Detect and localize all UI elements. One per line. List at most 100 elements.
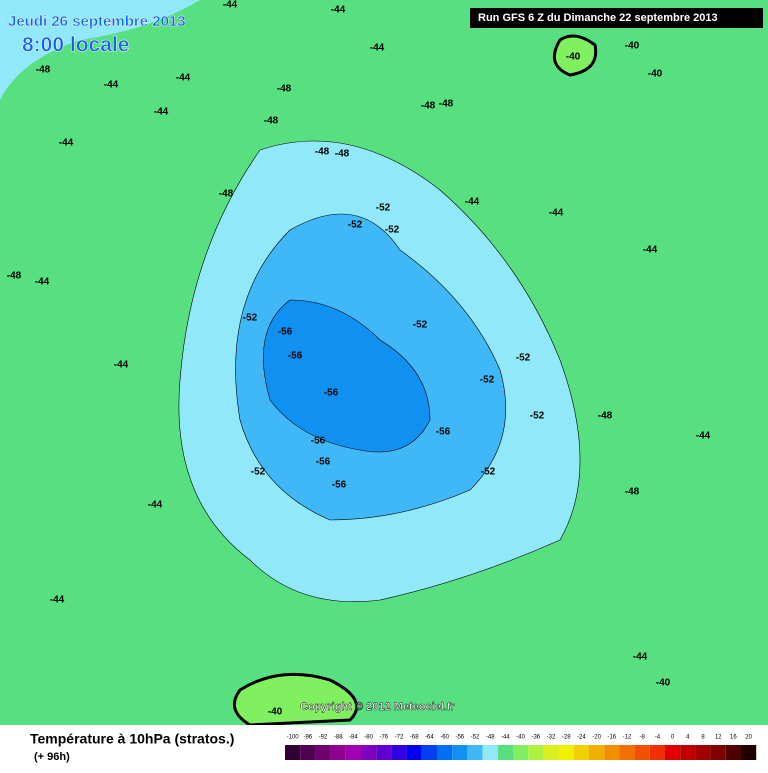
contour-label: -52 (413, 320, 428, 331)
contour-label: -48 (315, 147, 330, 158)
colorbar-label: -8 (640, 735, 646, 741)
contour-label: -44 (154, 107, 169, 118)
colorbar-swatch (604, 745, 620, 760)
colorbar-swatch (513, 745, 529, 760)
forecast-time: 8:00 locale (22, 34, 129, 57)
colorbar-swatch (452, 745, 468, 760)
contour-label: -40 (566, 52, 581, 63)
cold-region (263, 299, 431, 453)
colorbar-swatch (573, 745, 589, 760)
colorbar-label: 0 (671, 735, 675, 741)
contour-label: -52 (480, 375, 495, 386)
warm-region (232, 672, 359, 727)
colorbar-label: -76 (379, 735, 388, 741)
colorbar-swatch (376, 745, 392, 760)
contour-label: -40 (625, 41, 640, 52)
colorbar-label: -28 (562, 735, 571, 741)
colorbar-label: -24 (577, 735, 586, 741)
colorbar-swatch (315, 745, 331, 760)
colorbar-swatch (361, 745, 377, 760)
contour-label: -44 (331, 5, 346, 16)
colorbar-label: 12 (715, 735, 722, 741)
contour-label: -44 (176, 73, 191, 84)
warm-region (552, 34, 598, 77)
colorbar-swatch (391, 745, 407, 760)
colorbar-label: -48 (486, 735, 495, 741)
contour-label: -44 (643, 245, 658, 256)
colorbar-swatch (330, 745, 346, 760)
contour-label: -44 (465, 197, 480, 208)
colorbar-swatch (482, 745, 498, 760)
contour-label: -48 (625, 487, 640, 498)
contour-label: -56 (436, 427, 451, 438)
forecast-date: Jeudi 26 septembre 2013 (8, 13, 186, 30)
colorbar-label: 16 (730, 735, 737, 741)
contour-label: -56 (278, 327, 293, 338)
colorbar-swatch (285, 745, 301, 760)
colorbar-swatch (695, 745, 711, 760)
contour-label: -52 (376, 203, 391, 214)
contour-label: -56 (316, 457, 331, 468)
colorbar-swatch (528, 745, 544, 760)
contour-label: -44 (148, 500, 163, 511)
colorbar-label: 4 (686, 735, 690, 741)
colorbar-swatch (300, 745, 316, 760)
colorbar-label: -72 (395, 735, 404, 741)
contour-label: -48 (7, 271, 22, 282)
contour-label: -44 (59, 138, 74, 149)
colorbar-swatch (741, 745, 757, 760)
contour-label: -44 (633, 652, 648, 663)
contour-label: -56 (332, 480, 347, 491)
contour-label: -52 (385, 225, 400, 236)
contour-label: -52 (516, 353, 531, 364)
colorbar-swatch (725, 745, 741, 760)
colorbar-swatch (619, 745, 635, 760)
legend-title: Température à 10hPa (stratos.) (30, 731, 234, 747)
contour-label: -48 (264, 116, 279, 127)
copyright: Copyright © 2012 Meteociel.fr (300, 701, 456, 713)
contour-label: -52 (251, 467, 266, 478)
colorbar-label: -44 (501, 735, 510, 741)
cold-region (0, 0, 200, 100)
legend-subtitle: (+ 96h) (34, 751, 70, 763)
contour-label: -40 (648, 69, 663, 80)
contour-label: -40 (656, 678, 671, 689)
colorbar-swatch (649, 745, 665, 760)
colorbar-label: -52 (471, 735, 480, 741)
contour-labels: -44 -44 -44 -44 -44 -44 -44 -44 -44 -44 -44 -44 -44 -… (7, 0, 711, 718)
contour-label: -44 (370, 43, 385, 54)
contour-label: -48 (277, 84, 292, 95)
colorbar-swatch (497, 745, 513, 760)
colorbar-label: -100 (287, 735, 300, 741)
contour-label: -52 (348, 220, 363, 231)
contour-label: -56 (311, 436, 326, 447)
contour-label: -48 (598, 411, 613, 422)
colorbar-swatch (710, 745, 726, 760)
contour-label: -52 (481, 467, 496, 478)
colorbar-swatch (665, 745, 681, 760)
contour-label: -48 (36, 65, 51, 76)
colorbar-label: -96 (303, 735, 312, 741)
colorbar-swatch (558, 745, 574, 760)
colorbar-swatch (467, 745, 483, 760)
contour-label: -44 (50, 595, 65, 606)
contour-label: -44 (114, 360, 129, 371)
colorbar-swatch (345, 745, 361, 760)
run-info: Run GFS 6 Z du Dimanche 22 septembre 201… (478, 12, 718, 24)
colorbar-label: 20 (745, 735, 752, 741)
colorbar-label: -32 (547, 735, 556, 741)
colorbar-swatch (680, 745, 696, 760)
contour-label: -44 (223, 0, 238, 11)
contour-label: -48 (421, 101, 436, 112)
colorbar-label: -84 (349, 735, 358, 741)
colorbar-label: -68 (410, 735, 419, 741)
colorbar-swatch (406, 745, 422, 760)
colorbar-label: -40 (516, 735, 525, 741)
contour-label: -44 (549, 208, 564, 219)
colorbar-label: -92 (319, 735, 328, 741)
colorbar-swatch (634, 745, 650, 760)
contour-label: -48 (439, 99, 454, 110)
colorbar-swatch (421, 745, 437, 760)
colorbar-label: -60 (440, 735, 449, 741)
